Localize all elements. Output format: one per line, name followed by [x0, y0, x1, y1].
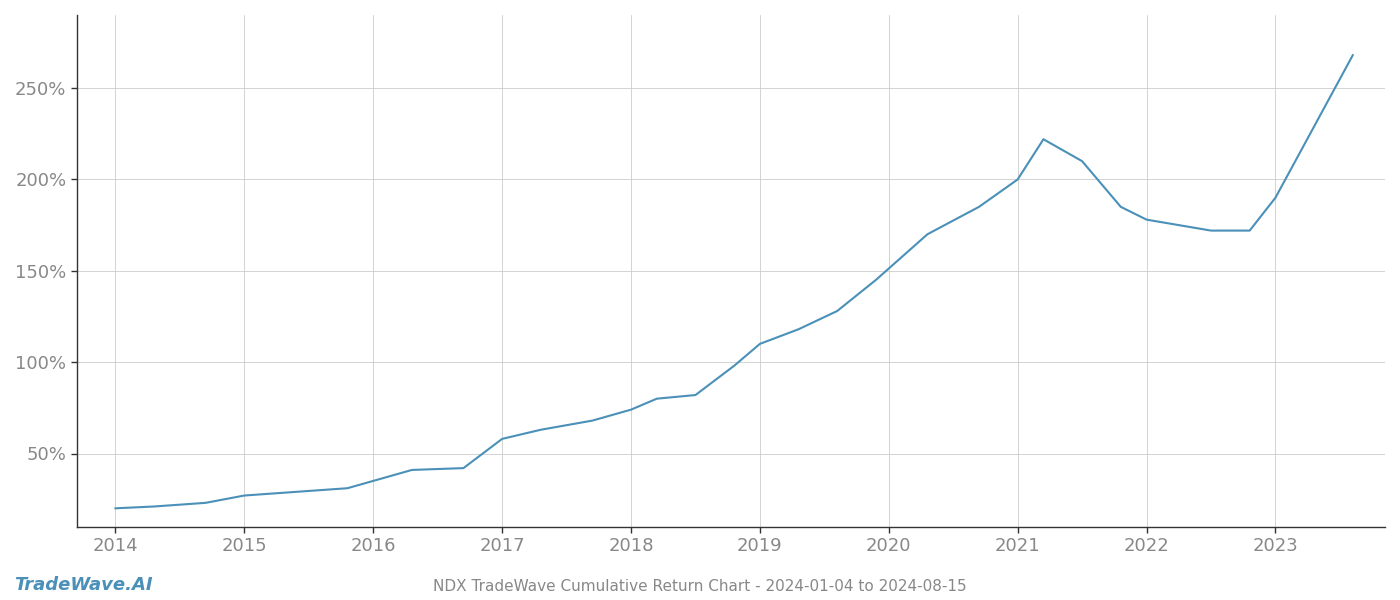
Text: NDX TradeWave Cumulative Return Chart - 2024-01-04 to 2024-08-15: NDX TradeWave Cumulative Return Chart - …	[433, 579, 967, 594]
Text: TradeWave.AI: TradeWave.AI	[14, 576, 153, 594]
